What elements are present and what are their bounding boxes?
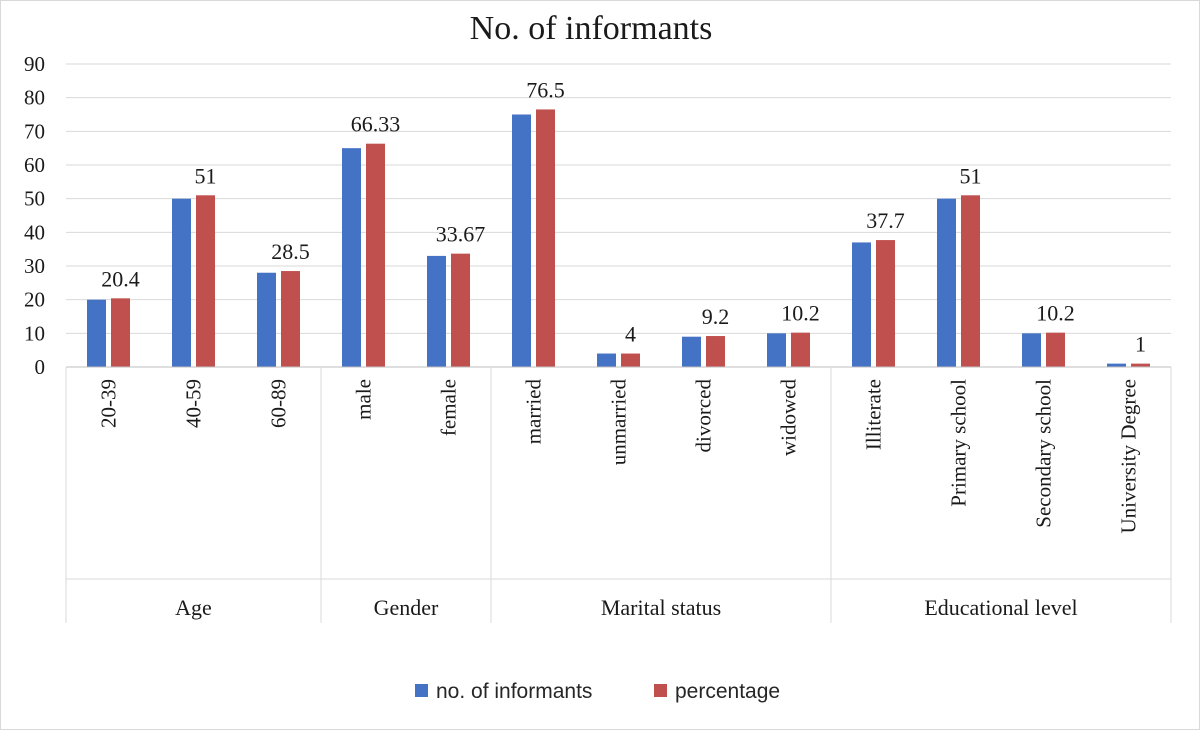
bar-percentage <box>706 336 725 367</box>
data-label: 10.2 <box>781 301 820 326</box>
bar-informants <box>342 148 361 367</box>
data-label: 76.5 <box>526 77 565 102</box>
data-label: 1 <box>1135 332 1146 357</box>
bar-informants <box>512 114 531 367</box>
x-category-label: widowed <box>777 379 801 456</box>
data-label: 37.7 <box>866 208 905 233</box>
group-label: Educational level <box>924 595 1077 620</box>
bar-informants <box>1022 333 1041 367</box>
data-label: 28.5 <box>271 239 310 264</box>
data-label: 20.4 <box>101 266 140 291</box>
x-category-label: Secondary school <box>1032 379 1056 528</box>
data-label: 51 <box>195 163 217 188</box>
x-category-label: unmarried <box>607 379 631 466</box>
bar-percentage <box>1131 363 1150 367</box>
data-label: 4 <box>625 322 636 347</box>
x-category-label: 20-39 <box>97 379 121 428</box>
y-tick-label: 90 <box>24 52 45 76</box>
x-category-label: Illiterate <box>862 379 886 450</box>
bar-percentage <box>196 195 215 367</box>
x-category-label: male <box>352 379 376 420</box>
bar-percentage <box>791 332 810 367</box>
legend-label: percentage <box>675 680 780 703</box>
y-tick-label: 60 <box>24 153 45 177</box>
bars <box>87 109 1150 367</box>
bar-percentage <box>366 143 385 367</box>
bar-percentage <box>111 298 130 367</box>
x-category-label: 40-59 <box>182 379 206 428</box>
y-tick-label: 70 <box>24 119 45 143</box>
x-category-label: 60-89 <box>267 379 291 428</box>
group-label: Gender <box>374 595 439 620</box>
legend-swatch <box>415 684 428 697</box>
bar-informants <box>172 198 191 367</box>
bar-informants <box>682 336 701 367</box>
bar-percentage <box>621 353 640 367</box>
x-category-label: University Degree <box>1117 379 1141 534</box>
group-label: Marital status <box>601 595 721 620</box>
data-labels: 20.4 51 28.5 66.33 33.67 76.5 4 9.2 10.2 37.7 51 10… <box>101 77 1146 356</box>
data-label: 33.67 <box>436 222 486 247</box>
bar-informants <box>87 299 106 367</box>
bar-percentage <box>961 195 980 367</box>
bar-informants <box>1107 363 1126 367</box>
y-tick-label: 50 <box>24 187 45 211</box>
bar-percentage <box>281 271 300 367</box>
y-tick-label: 30 <box>24 254 45 278</box>
data-label: 66.33 <box>351 112 401 137</box>
gridlines <box>66 63 1171 334</box>
y-tick-label: 10 <box>24 321 45 345</box>
bar-informants <box>427 255 446 367</box>
data-label: 10.2 <box>1036 301 1075 326</box>
data-label: 9.2 <box>702 304 730 329</box>
y-tick-label: 40 <box>24 220 45 244</box>
bar-percentage <box>536 109 555 367</box>
bar-percentage <box>451 253 470 367</box>
x-category-label: female <box>437 379 461 436</box>
y-tick-label: 80 <box>24 86 45 110</box>
legend-label: no. of informants <box>436 680 592 703</box>
bar-informants <box>937 198 956 367</box>
bar-percentage <box>1046 332 1065 367</box>
x-category-label: married <box>522 379 546 445</box>
legend-swatch <box>654 684 667 697</box>
group-label: Age <box>175 595 212 620</box>
bar-informants <box>852 242 871 367</box>
data-label: 51 <box>960 163 982 188</box>
bar-percentage <box>876 240 895 367</box>
bar-informants <box>597 353 616 367</box>
legend: no. of informants percentage <box>415 680 780 703</box>
y-tick-label: 0 <box>35 355 46 379</box>
bar-informants <box>767 333 786 367</box>
x-category-label: Primary school <box>947 379 971 507</box>
bar-informants <box>257 272 276 367</box>
chart-title: No. of informants <box>470 10 713 47</box>
x-category-label: divorced <box>692 379 716 453</box>
axes: 0 10 20 30 40 50 60 70 80 90 Age Gender Marital stat… <box>24 52 1172 623</box>
y-tick-label: 20 <box>24 288 45 312</box>
